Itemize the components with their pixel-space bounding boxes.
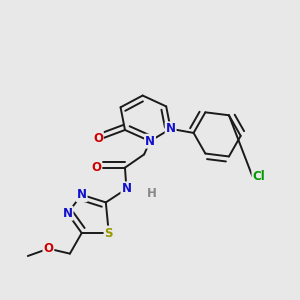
Text: H: H — [146, 187, 156, 200]
Text: O: O — [92, 161, 101, 174]
Text: O: O — [44, 242, 53, 255]
Text: N: N — [63, 207, 73, 220]
Text: N: N — [145, 135, 155, 148]
Text: N: N — [77, 188, 87, 201]
Text: S: S — [104, 226, 113, 239]
Text: Cl: Cl — [253, 170, 265, 183]
Text: N: N — [166, 122, 176, 135]
Text: O: O — [93, 132, 103, 145]
Text: N: N — [122, 182, 131, 195]
